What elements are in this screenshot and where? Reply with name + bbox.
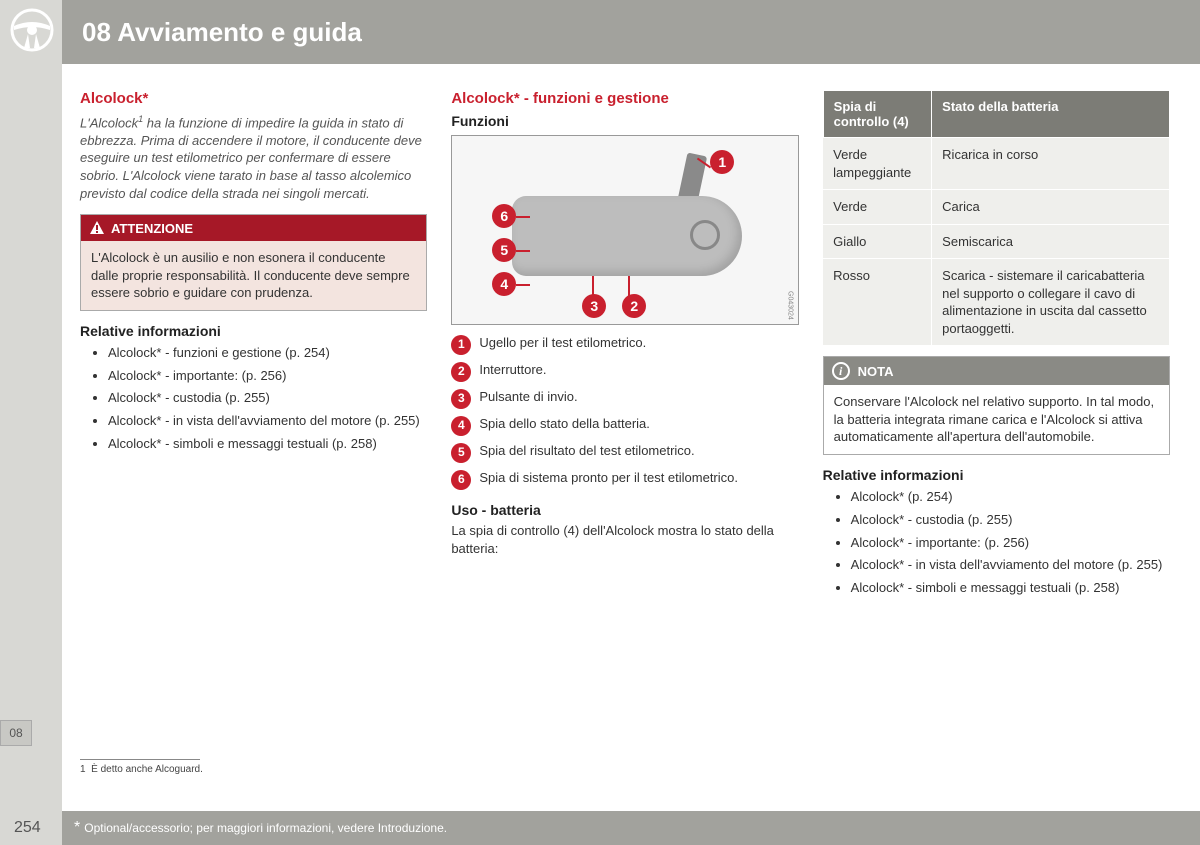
nota-label: NOTA [858, 364, 894, 379]
link-item: Alcolock* - funzioni e gestione (p. 254) [108, 343, 427, 364]
footnote-text: È detto anche Alcoguard. [91, 764, 203, 775]
table-row: Verde lampeggianteRicarica in corso [823, 138, 1169, 190]
sub-heading-funzioni: Funzioni [451, 113, 798, 129]
warning-header: ATTENZIONE [81, 215, 426, 241]
link-item: Alcolock* - simboli e messaggi testuali … [851, 578, 1170, 599]
table-header-stato: Stato della batteria [932, 91, 1170, 138]
column-2: Alcolock* - funzioni e gestione Funzioni… [451, 90, 798, 775]
related-links-2: Alcolock* (p. 254) Alcolock* - custodia … [823, 487, 1170, 599]
legend-item: 1Ugello per il test etilometrico. [451, 335, 798, 355]
diagram-legend: 1Ugello per il test etilometrico. 2Inter… [451, 335, 798, 490]
column-3: Spia di controllo (4) Stato della batter… [823, 90, 1170, 775]
info-icon: i [832, 362, 850, 380]
link-item: Alcolock* - simboli e messaggi testuali … [108, 434, 427, 455]
uso-paragraph: La spia di controllo (4) dell'Alcolock m… [451, 522, 798, 558]
warning-body: L'Alcolock è un ausilio e non esonera il… [81, 241, 426, 310]
link-item: Alcolock* - custodia (p. 255) [108, 388, 427, 409]
footnote-marker: 1 [80, 764, 86, 775]
table-row: RossoScarica - sistemare il caricabatter… [823, 259, 1169, 346]
link-item: Alcolock* - importante: (p. 256) [851, 533, 1170, 554]
callout-4: 4 [492, 272, 516, 296]
device-diagram: 1 2 3 4 5 6 G043024 [451, 135, 798, 325]
warning-box: ATTENZIONE L'Alcolock è un ausilio e non… [80, 214, 427, 311]
section-title-alcolock: Alcolock* [80, 90, 427, 107]
table-header-spia: Spia di controllo (4) [823, 91, 932, 138]
nota-header: i NOTA [824, 357, 1169, 385]
link-item: Alcolock* - in vista dell'avviamento del… [108, 411, 427, 432]
related-info-heading-1: Relative informazioni [80, 323, 427, 339]
legend-item: 6Spia di sistema pronto per il test etil… [451, 470, 798, 490]
battery-status-table: Spia di controllo (4) Stato della batter… [823, 90, 1170, 346]
legend-item: 3Pulsante di invio. [451, 389, 798, 409]
link-item: Alcolock* - in vista dell'avviamento del… [851, 555, 1170, 576]
chapter-title: 08 Avviamento e guida [82, 17, 362, 48]
related-info-heading-2: Relative informazioni [823, 467, 1170, 483]
callout-2: 2 [622, 294, 646, 318]
intro-paragraph: L'Alcolock1 ha la funzione di impedire l… [80, 113, 427, 202]
content-area: Alcolock* L'Alcolock1 ha la funzione di … [80, 90, 1170, 775]
table-row: GialloSemiscarica [823, 224, 1169, 259]
warning-label: ATTENZIONE [111, 221, 193, 236]
footnote: 1 È detto anche Alcoguard. [80, 764, 203, 775]
section-title-funzioni: Alcolock* - funzioni e gestione [451, 90, 798, 107]
chapter-name: Avviamento e guida [117, 17, 362, 47]
warning-triangle-icon [89, 220, 105, 236]
steering-wheel-icon [10, 8, 54, 52]
callout-3: 3 [582, 294, 606, 318]
left-stripe [0, 0, 62, 845]
legend-item: 4Spia dello stato della batteria. [451, 416, 798, 436]
callout-1: 1 [710, 150, 734, 174]
link-item: Alcolock* - custodia (p. 255) [851, 510, 1170, 531]
legend-item: 2Interruttore. [451, 362, 798, 382]
link-item: Alcolock* (p. 254) [851, 487, 1170, 508]
page-number: 254 [14, 819, 41, 837]
nota-body: Conservare l'Alcolock nel relativo suppo… [824, 385, 1169, 454]
chapter-header: 08 Avviamento e guida [62, 0, 1200, 64]
chapter-number: 08 [82, 17, 111, 47]
column-1: Alcolock* L'Alcolock1 ha la funzione di … [80, 90, 427, 775]
related-links-1: Alcolock* - funzioni e gestione (p. 254)… [80, 343, 427, 455]
image-code: G043024 [787, 291, 794, 320]
link-item: Alcolock* - importante: (p. 256) [108, 366, 427, 387]
nota-box: i NOTA Conservare l'Alcolock nel relativ… [823, 356, 1170, 455]
table-row: VerdeCarica [823, 190, 1169, 225]
footer-text: Optional/accessorio; per maggiori inform… [84, 821, 447, 835]
footer-star: * [74, 819, 80, 837]
device-body [512, 196, 742, 276]
footnote-rule [80, 759, 200, 760]
sub-heading-uso: Uso - batteria [451, 502, 798, 518]
side-tab: 08 [0, 720, 32, 746]
footer-bar: * Optional/accessorio; per maggiori info… [62, 811, 1200, 845]
legend-item: 5Spia del risultato del test etilometric… [451, 443, 798, 463]
